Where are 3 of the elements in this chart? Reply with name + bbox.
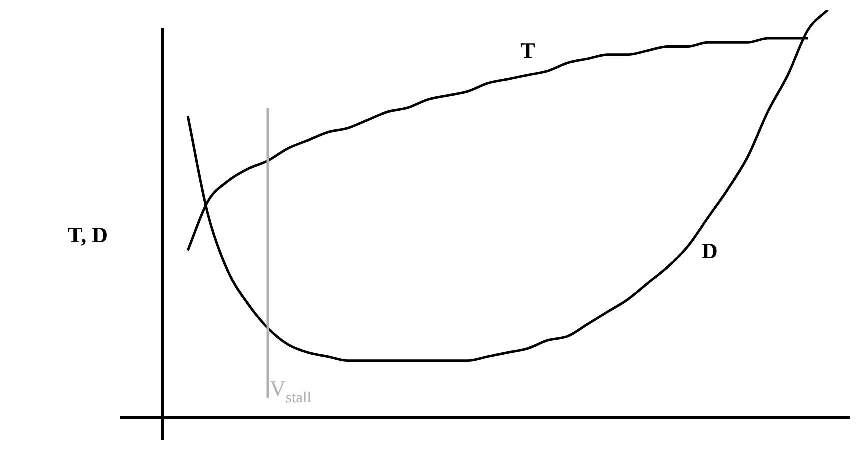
y-axis-title: T, D <box>68 222 108 248</box>
series-label: D <box>702 238 718 264</box>
series-label: T <box>520 38 536 63</box>
